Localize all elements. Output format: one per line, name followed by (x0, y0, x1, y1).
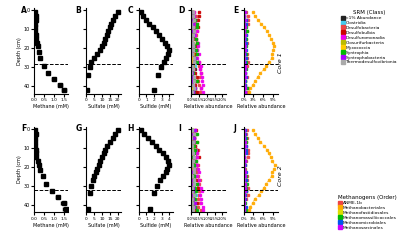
Text: B: B (75, 6, 81, 15)
Text: I: I (178, 124, 181, 133)
Legend: <1% Abundance, Clostridia, Desulfobacteria, Desulfobulbia, Desulfuromonadia, Clo: <1% Abundance, Clostridia, Desulfobacter… (340, 9, 398, 65)
Text: Core 2: Core 2 (278, 165, 282, 186)
Text: D: D (178, 6, 184, 15)
Legend: ANME-1b, Methanobacteriales, Methanofastidiosales, Methanomassiliicoccales, Meth: ANME-1b, Methanobacteriales, Methanofast… (337, 194, 398, 231)
X-axis label: Sulfide (mM): Sulfide (mM) (140, 104, 172, 109)
X-axis label: Sulfate (mM): Sulfate (mM) (88, 104, 120, 109)
X-axis label: Sulfide (mM): Sulfide (mM) (140, 223, 172, 228)
X-axis label: Relative abundance: Relative abundance (236, 223, 285, 228)
X-axis label: Methane (mM): Methane (mM) (33, 104, 69, 109)
Text: E: E (233, 6, 238, 15)
Text: H: H (128, 124, 134, 133)
X-axis label: Relative abundance: Relative abundance (184, 104, 233, 109)
X-axis label: Relative abundance: Relative abundance (184, 223, 233, 228)
Text: Core 1: Core 1 (278, 52, 282, 73)
Text: C: C (128, 6, 133, 15)
Y-axis label: Depth (cm): Depth (cm) (16, 37, 22, 65)
Text: A: A (21, 6, 27, 15)
Text: F: F (21, 124, 26, 133)
Text: J: J (233, 124, 236, 133)
Y-axis label: Depth (cm): Depth (cm) (16, 156, 22, 183)
X-axis label: Relative abundance: Relative abundance (236, 104, 285, 109)
X-axis label: Sulfate (mM): Sulfate (mM) (88, 223, 120, 228)
X-axis label: Methane (mM): Methane (mM) (33, 223, 69, 228)
Text: G: G (75, 124, 82, 133)
